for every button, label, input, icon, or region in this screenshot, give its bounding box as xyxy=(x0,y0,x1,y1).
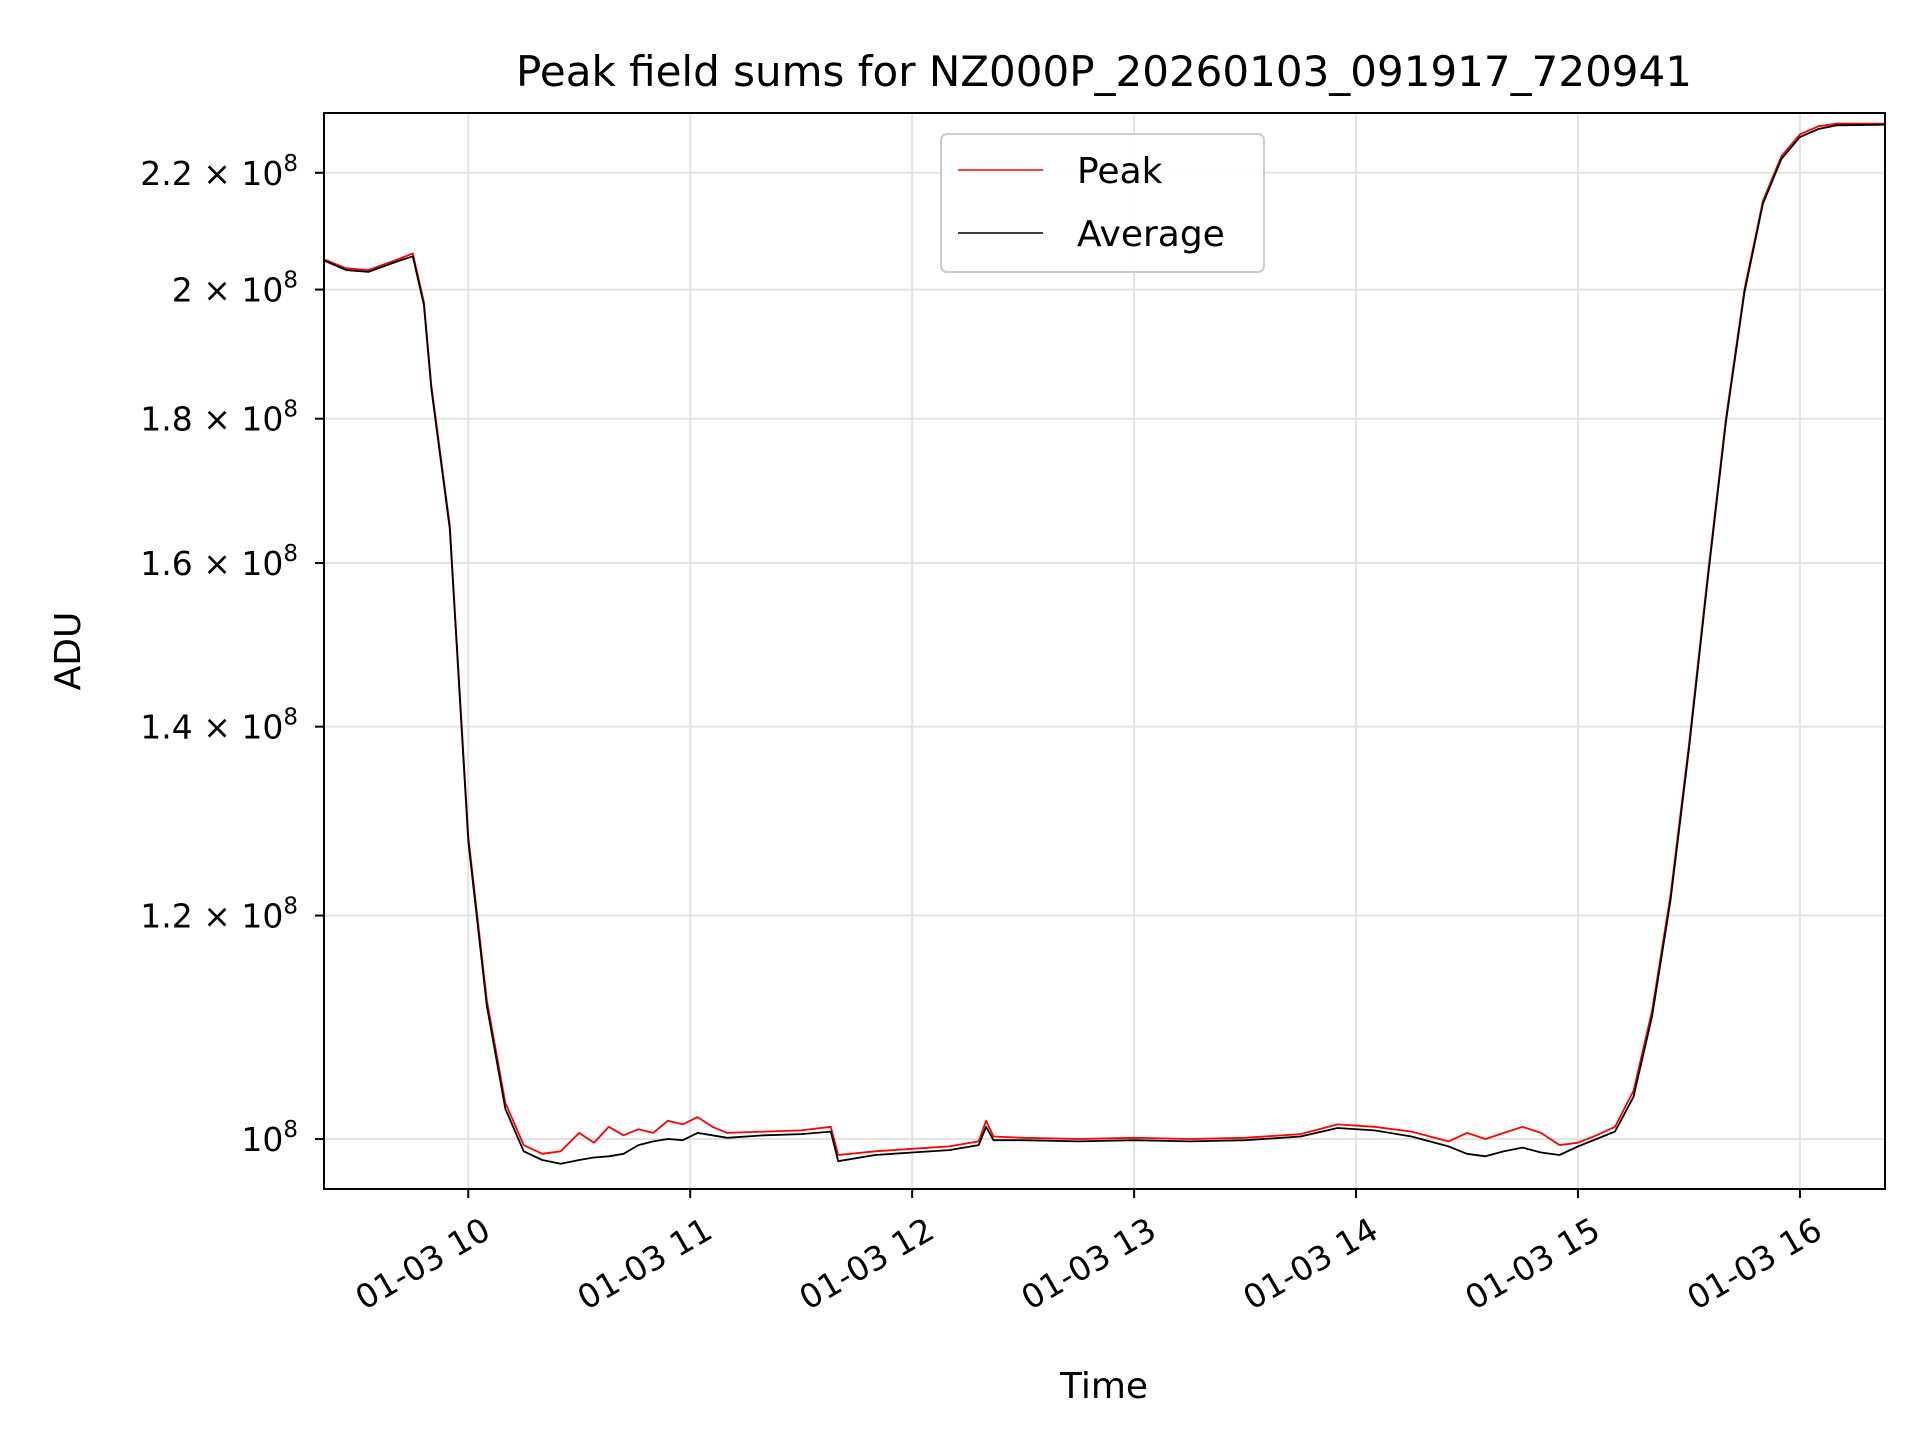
x-axis-label: Time xyxy=(1059,1366,1148,1407)
y-tick-label: 108 xyxy=(241,1117,298,1159)
legend-label-peak: Peak xyxy=(1077,151,1163,192)
y-tick-label: 2 × 108 xyxy=(172,268,298,310)
y-tick-label: 2.2 × 108 xyxy=(140,151,298,193)
plot-frame xyxy=(323,112,1886,1190)
chart-title: Peak field sums for NZ000P_20260103_0919… xyxy=(516,47,1692,96)
y-tick-label: 1.4 × 108 xyxy=(140,705,298,747)
legend-box xyxy=(940,133,1265,273)
legend: Peak Average xyxy=(940,133,1265,273)
y-axis-label: ADU xyxy=(48,612,89,691)
y-tick-label: 1.6 × 108 xyxy=(140,541,298,583)
y-tick-label: 1.2 × 108 xyxy=(140,894,298,936)
y-tick-label: 1.8 × 108 xyxy=(140,397,298,439)
series-layer xyxy=(324,122,1885,1165)
series-line-average xyxy=(324,123,1885,1165)
legend-label-average: Average xyxy=(1077,214,1225,255)
